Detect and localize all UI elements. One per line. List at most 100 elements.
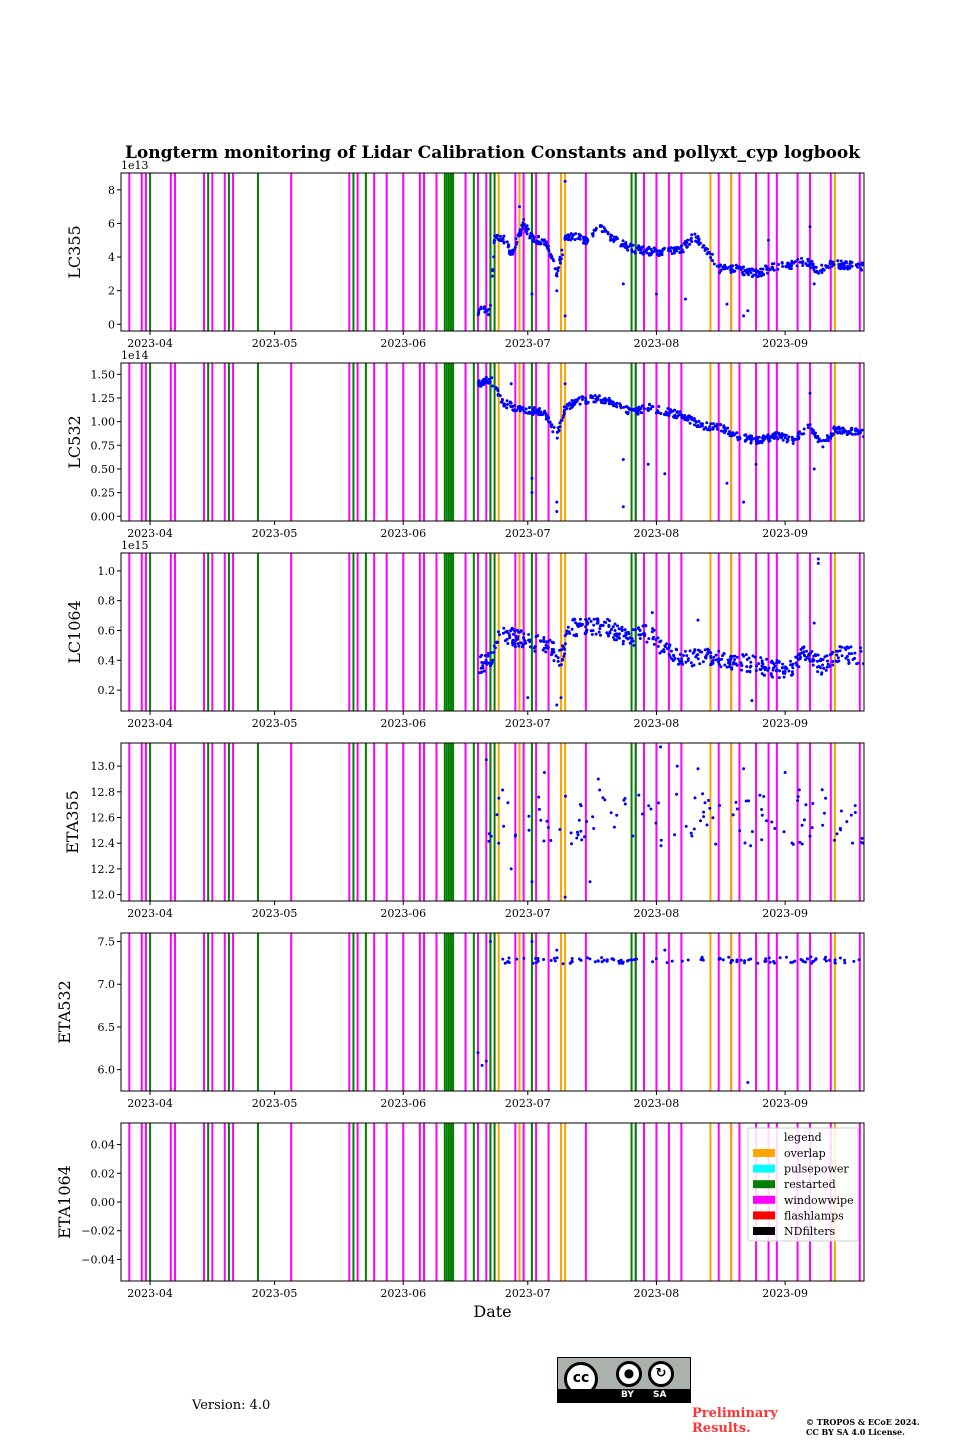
data-point	[842, 267, 846, 270]
data-point	[555, 500, 559, 504]
data-point	[528, 234, 532, 238]
data-point	[592, 623, 596, 627]
x-tick-label: 2023-07	[505, 907, 551, 920]
x-tick-label: 2023-05	[252, 907, 298, 920]
data-point	[804, 960, 807, 964]
data-point	[584, 630, 588, 634]
data-point	[756, 440, 760, 444]
data-point	[797, 665, 801, 669]
legend-label-flashlamps: flashlamps	[784, 1209, 844, 1222]
data-point	[578, 803, 582, 806]
data-point	[757, 274, 761, 278]
data-point	[703, 648, 707, 652]
data-point	[592, 400, 596, 404]
data-point	[722, 425, 726, 429]
data-point	[673, 246, 677, 250]
data-point	[725, 481, 729, 485]
data-point	[706, 647, 710, 651]
data-point	[512, 628, 516, 631]
y-tick-label: 12.0	[91, 889, 116, 902]
data-point	[563, 642, 567, 646]
data-point	[709, 422, 713, 426]
data-point	[539, 818, 543, 822]
data-point	[632, 958, 636, 962]
legend-label-restarted: restarted	[784, 1178, 836, 1191]
data-point	[749, 957, 753, 961]
x-tick-label: 2023-05	[252, 717, 298, 730]
data-point	[530, 880, 534, 884]
data-point	[594, 226, 598, 230]
data-point	[489, 651, 493, 655]
data-point	[480, 1063, 484, 1067]
data-point	[546, 640, 550, 644]
data-point	[739, 268, 743, 271]
data-point	[699, 958, 703, 962]
data-point	[811, 263, 814, 267]
data-point	[701, 422, 704, 426]
data-point	[555, 510, 559, 513]
data-point	[496, 389, 500, 393]
data-point	[657, 405, 661, 408]
data-point	[800, 261, 804, 265]
data-point	[770, 659, 774, 663]
data-point	[790, 670, 794, 674]
data-point	[820, 268, 824, 272]
data-point	[509, 404, 513, 408]
data-point	[822, 438, 825, 442]
data-point	[826, 659, 829, 663]
data-point	[542, 771, 546, 774]
data-point	[854, 427, 858, 431]
data-point	[692, 827, 696, 831]
data-point	[696, 618, 700, 622]
data-point	[560, 648, 564, 652]
data-point	[552, 259, 556, 263]
data-point	[810, 826, 814, 830]
data-point	[833, 961, 837, 964]
data-point	[747, 268, 751, 271]
data-point	[561, 644, 565, 648]
data-point	[804, 658, 807, 662]
data-point	[565, 407, 569, 411]
data-point	[563, 652, 566, 656]
data-point	[816, 653, 820, 657]
data-point	[808, 225, 812, 229]
data-point	[719, 423, 723, 427]
data-point	[659, 838, 663, 842]
attribution-person-icon: ●	[616, 1361, 642, 1387]
data-point	[635, 407, 639, 410]
data-point	[738, 437, 742, 441]
data-point	[816, 665, 819, 669]
data-point	[851, 841, 854, 845]
data-point	[613, 622, 617, 626]
data-point	[629, 407, 633, 411]
data-point	[505, 240, 509, 244]
data-point	[611, 403, 615, 406]
data-point	[814, 653, 817, 657]
panel-lc532: 0.00 0.25 0.50 0.75 1.00 1.25 1.50 2023-04 2023-…	[65, 349, 865, 540]
x-tick-label: 2023-07	[505, 527, 551, 540]
data-point	[748, 665, 752, 669]
data-point	[692, 418, 696, 422]
data-point	[591, 815, 595, 819]
data-point	[734, 800, 738, 804]
data-point	[767, 267, 771, 271]
data-point	[674, 647, 678, 651]
data-point	[590, 633, 594, 636]
data-point	[797, 435, 801, 439]
data-point	[663, 948, 667, 952]
data-point	[754, 268, 758, 272]
data-point	[638, 637, 642, 640]
x-axis-label: Date	[473, 1302, 511, 1321]
data-point	[479, 307, 483, 310]
y-axis-label: ETA355	[63, 790, 82, 854]
data-point	[524, 641, 528, 645]
data-point	[506, 960, 510, 963]
data-point	[479, 666, 483, 670]
data-point	[511, 632, 515, 636]
data-point	[592, 827, 596, 830]
y-tick-label: 1.25	[91, 392, 116, 405]
data-point	[650, 249, 654, 253]
data-point	[723, 431, 727, 435]
data-point	[563, 179, 567, 183]
data-point	[485, 308, 489, 312]
